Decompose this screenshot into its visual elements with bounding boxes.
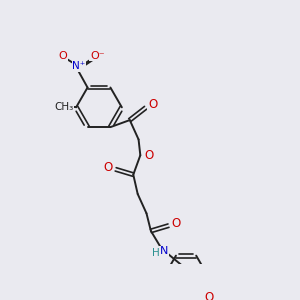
- Text: CH₃: CH₃: [54, 102, 74, 112]
- Text: O: O: [205, 291, 214, 300]
- Text: N⁺: N⁺: [72, 61, 86, 71]
- Text: O: O: [103, 161, 112, 174]
- Text: O: O: [145, 149, 154, 162]
- Text: H: H: [152, 248, 160, 258]
- Text: N: N: [160, 246, 168, 256]
- Text: O: O: [172, 218, 181, 230]
- Text: O: O: [58, 51, 67, 61]
- Text: O: O: [148, 98, 157, 111]
- Text: O⁻: O⁻: [90, 51, 104, 61]
